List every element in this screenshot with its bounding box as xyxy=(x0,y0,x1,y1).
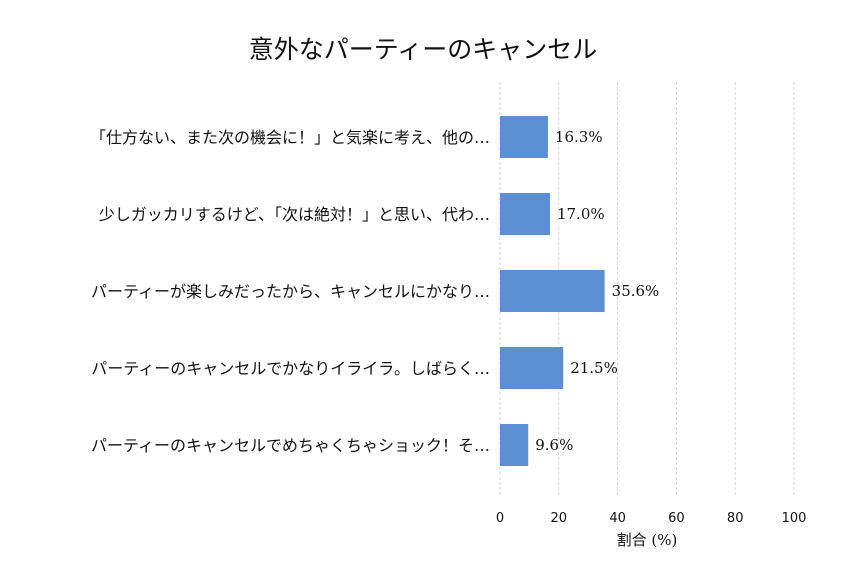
bars xyxy=(500,116,605,466)
value-label: 16.3% xyxy=(555,128,603,146)
x-tick-label: 100 xyxy=(782,511,807,526)
x-tick-label: 0 xyxy=(496,511,504,526)
category-label: パーティーが楽しみだったから、キャンセルにかなり… xyxy=(91,282,490,301)
category-label: 「仕方ない、また次の機会に！」と気楽に考え、他の… xyxy=(90,128,490,147)
x-tick-label: 40 xyxy=(609,511,626,526)
value-label: 17.0% xyxy=(557,205,605,223)
value-label: 9.6% xyxy=(535,436,573,454)
x-tick-label: 80 xyxy=(727,511,744,526)
bar xyxy=(500,193,550,235)
x-tick-labels: 0 20 40 60 80 100 xyxy=(496,511,807,526)
bar xyxy=(500,424,529,466)
category-label: パーティーのキャンセルでかなりイライラ。しばらく… xyxy=(91,359,490,378)
category-label: パーティーのキャンセルでめちゃくちゃショック！そ… xyxy=(91,436,490,455)
value-label: 35.6% xyxy=(612,282,660,300)
bar xyxy=(500,270,605,312)
category-label: 少しガッカリするけど、「次は絶対！」と思い、代わ… xyxy=(99,205,490,224)
x-tick-label: 60 xyxy=(668,511,685,526)
x-tick-label: 20 xyxy=(551,511,568,526)
category-labels: 「仕方ない、また次の機会に！」と気楽に考え、他の… 少しガッカリするけど、「次は絶… xyxy=(90,128,490,455)
bar xyxy=(500,347,564,389)
x-axis-title: 割合 (%) xyxy=(617,531,678,549)
value-label: 21.5% xyxy=(570,359,618,377)
bar xyxy=(500,116,548,158)
value-labels: 16.3% 17.0% 35.6% 21.5% 9.6% xyxy=(535,128,659,454)
chart-title: 意外なパーティーのキャンセル xyxy=(248,35,598,64)
